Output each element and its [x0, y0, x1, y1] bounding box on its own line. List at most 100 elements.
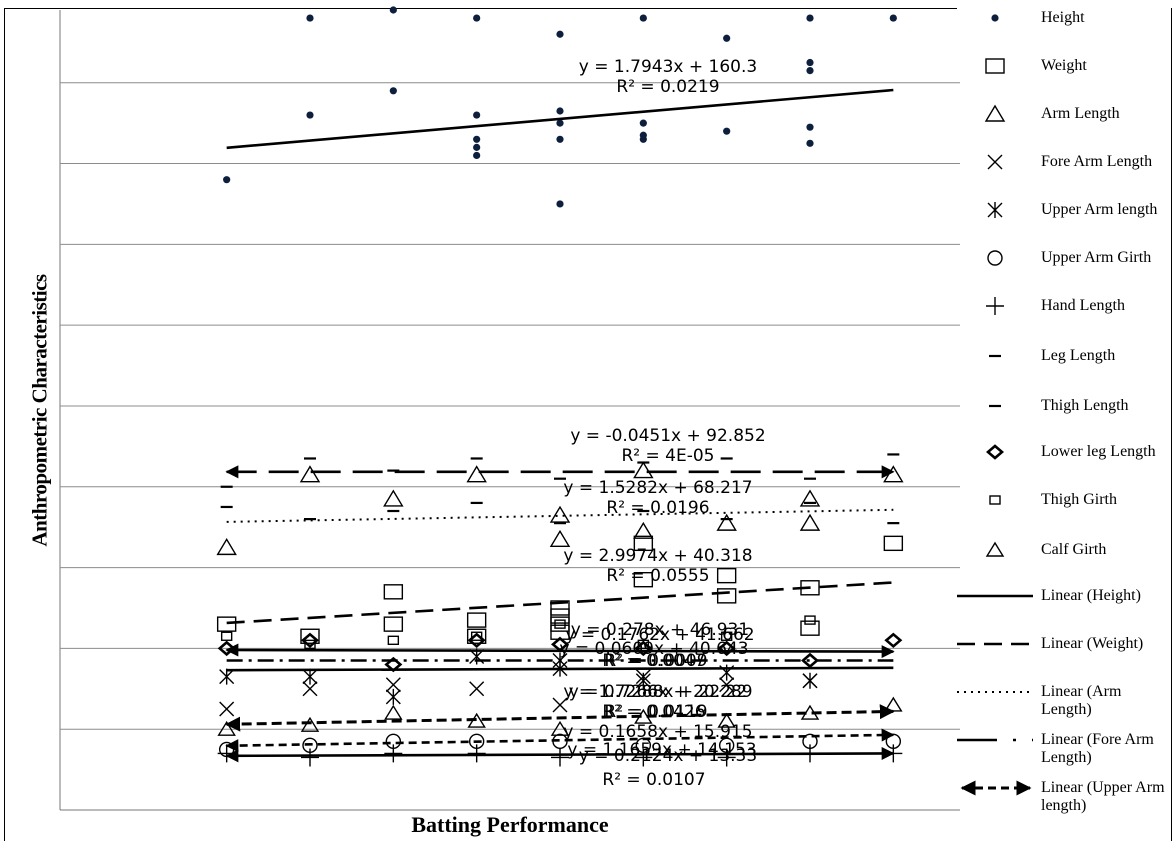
legend-symbol: [985, 541, 1005, 557]
trendline-equation: y = 0.1658x + 15.915: [563, 722, 752, 742]
trendline-equation: y = 1.5282x + 68.217: [563, 478, 752, 498]
data-point: [716, 513, 737, 531]
series-weight: [216, 535, 904, 644]
data-point: [639, 119, 647, 127]
legend-label: Weight: [1041, 57, 1087, 74]
legend-label: Hand Length: [1041, 297, 1125, 314]
trendline-equation: y = 0.278x + 46.931: [571, 620, 749, 640]
trendline-r-squared: R² = 0.0107: [602, 770, 705, 790]
data-point: [799, 489, 821, 507]
series-thigh-length: [220, 501, 900, 525]
data-point: [802, 672, 818, 689]
data-point: [554, 619, 566, 629]
data-point: [806, 58, 814, 67]
trendline: [226, 88, 894, 150]
data-point: [804, 615, 816, 625]
data-point: [633, 535, 654, 552]
plot-frame: [4, 8, 957, 841]
data-point: [633, 521, 654, 539]
data-point: [389, 6, 397, 14]
legend-symbol: [989, 495, 1001, 505]
data-point: [301, 748, 319, 767]
trendline-equation: y = 2.9974x + 40.318: [563, 546, 752, 566]
legend-symbol: [984, 104, 1006, 122]
data-point: [219, 701, 235, 717]
data-point: [299, 465, 321, 483]
data-point: [550, 608, 570, 624]
data-point: [300, 628, 320, 644]
data-point: [720, 631, 733, 641]
data-point: [473, 143, 481, 151]
data-point: [466, 612, 487, 628]
data-point: [719, 664, 735, 681]
legend-label: Arm Length: [1041, 105, 1120, 122]
legend-symbol: [987, 154, 1003, 170]
data-point: [633, 571, 654, 588]
legend-label: Leg Length: [1041, 347, 1116, 364]
trendline: [225, 746, 895, 763]
legend-label: Thigh Length: [1041, 397, 1129, 414]
data-point: [884, 696, 903, 712]
legend-label: Upper Arm length: [1041, 201, 1158, 218]
data-point: [549, 505, 571, 523]
data-point: [216, 616, 237, 632]
data-point: [302, 681, 318, 697]
legend-label: Thigh Girth: [1041, 491, 1117, 508]
trendline-r-squared: R² = 0.0219: [616, 77, 719, 97]
data-point: [806, 123, 814, 131]
trendline: [226, 666, 894, 672]
legend-symbol: [987, 250, 1003, 266]
data-point: [801, 652, 819, 669]
data-point: [470, 631, 483, 641]
data-point: [302, 668, 318, 685]
legend-label: Linear (Height): [1041, 587, 1141, 604]
data-point: [384, 704, 403, 720]
data-point: [716, 567, 737, 584]
data-point: [383, 584, 404, 600]
data-point: [473, 111, 481, 119]
data-point: [556, 107, 564, 115]
data-point: [389, 87, 397, 95]
data-point: [385, 688, 401, 705]
data-point: [551, 748, 569, 767]
trendline-r-squared: R² = 0.0555: [606, 566, 709, 586]
data-point: [219, 668, 235, 685]
data-point: [216, 538, 237, 556]
trendline-r-squared: R² = 0.0426: [602, 702, 705, 722]
trendline: [225, 643, 895, 659]
data-point: [550, 600, 570, 616]
legend-label: Height: [1041, 9, 1085, 26]
trendline-r-squared: R² = 4E-05: [621, 446, 714, 466]
legend-symbol: [986, 444, 1004, 460]
data-point: [806, 67, 814, 75]
legend-label: Linear (Weight): [1041, 635, 1144, 652]
data-point: [550, 616, 570, 632]
data-point: [883, 465, 904, 483]
trendline-r-squared: R² = 0.0196: [606, 498, 709, 518]
data-point: [723, 34, 731, 42]
legend-symbols: [957, 14, 1033, 796]
data-point: [556, 200, 564, 208]
data-point: [716, 588, 737, 604]
legend-symbol: [987, 202, 1003, 218]
data-point: [723, 127, 731, 135]
data-point: [639, 131, 647, 139]
data-point: [385, 677, 401, 693]
data-point: [384, 744, 403, 763]
legend-label: Upper Arm Girth: [1041, 249, 1152, 266]
trendline-r-squared: R² = 0.0009: [604, 651, 707, 671]
data-point: [883, 535, 904, 552]
data-point: [473, 151, 481, 160]
data-point: [466, 628, 487, 644]
trendline-equation: y = 1.7266x + 20.289: [563, 682, 752, 702]
figure-right-border: [1171, 8, 1172, 841]
trendline-equation: y = -0.0451x + 92.852: [570, 426, 765, 446]
data-point: [467, 744, 486, 763]
trendline-equation: y = 0.2124x + 13.33: [579, 746, 757, 766]
trendline: [225, 704, 895, 732]
trendline-equation: y = 0.7288x + 22.22: [569, 682, 747, 702]
data-point: [306, 111, 314, 119]
legend-label: Linear (Upper Arm length): [1041, 779, 1165, 814]
data-point: [473, 135, 481, 143]
